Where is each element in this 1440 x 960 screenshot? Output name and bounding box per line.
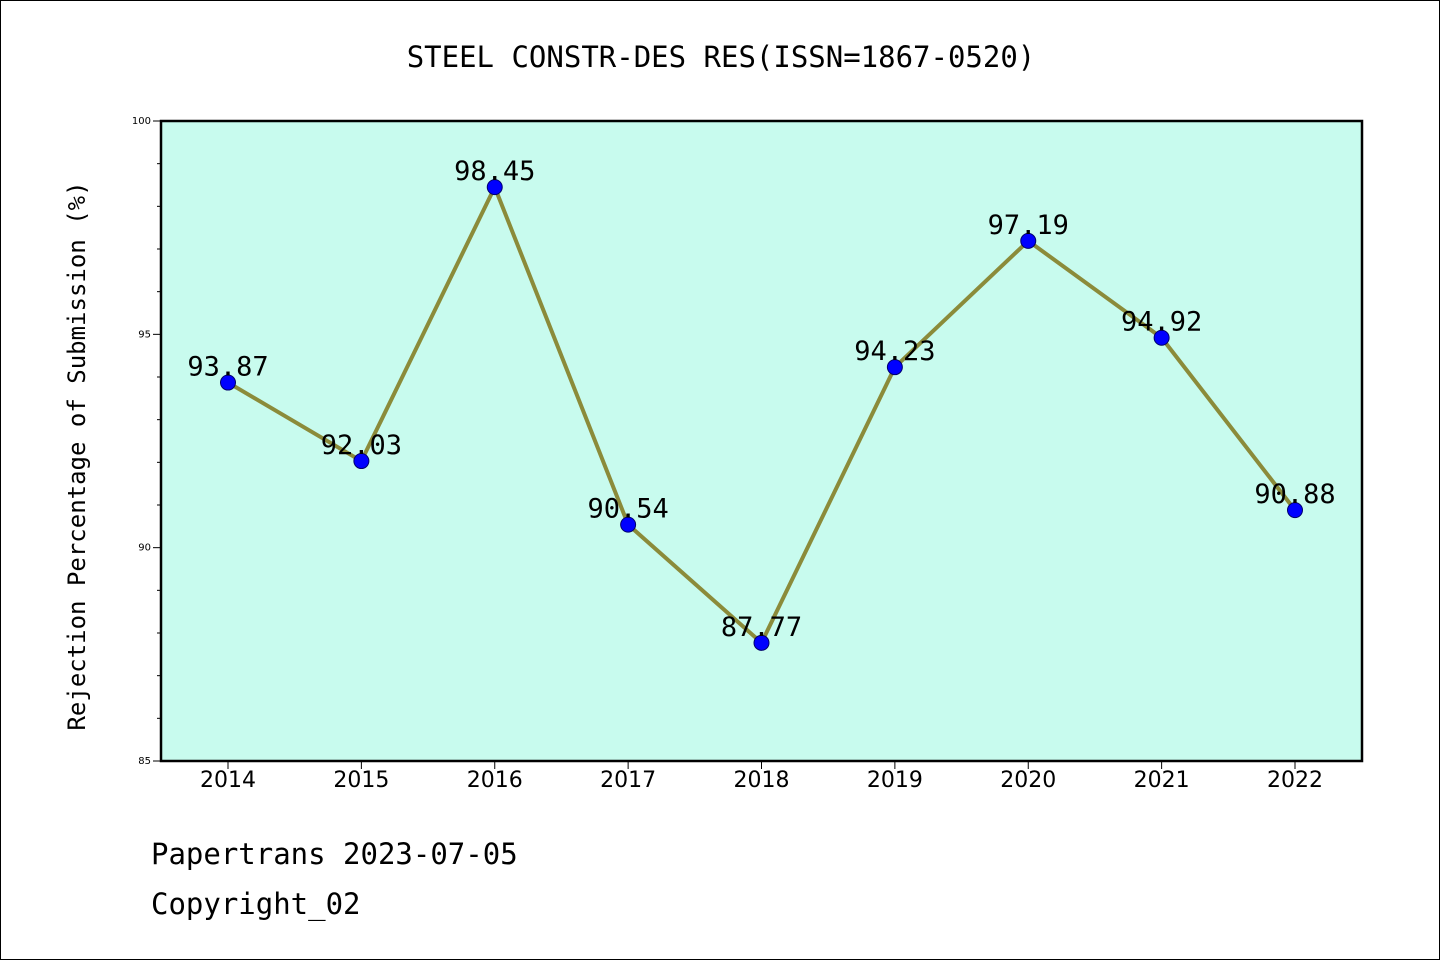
x-tick-label: 2015: [333, 768, 389, 793]
x-tick-label: 2022: [1267, 768, 1323, 793]
data-point: [353, 453, 370, 470]
x-tick-label: 2016: [467, 768, 523, 793]
data-label: 94.92: [1121, 307, 1202, 338]
x-tick-label: 2021: [1134, 768, 1190, 793]
data-label: 90.88: [1254, 479, 1335, 510]
x-tick-label: 2014: [200, 768, 256, 793]
plot-area: [161, 121, 1362, 761]
data-point: [620, 516, 637, 533]
y-tick-label: 95: [138, 329, 151, 340]
data-label: 97.19: [988, 210, 1069, 241]
data-point: [220, 374, 236, 391]
y-tick-label: 90: [138, 543, 151, 554]
data-label: 93.87: [187, 352, 268, 383]
data-label: 90.54: [587, 494, 668, 525]
x-tick-label: 2020: [1000, 768, 1056, 793]
footer-date: Papertrans 2023-07-05: [151, 837, 518, 871]
chart-title: STEEL CONSTR-DES RES(ISSN=1867-0520): [407, 40, 1036, 74]
data-label: 98.45: [454, 156, 535, 187]
data-label: 87.77: [721, 612, 802, 643]
data-point: [753, 634, 770, 651]
y-tick-label: 85: [138, 756, 151, 767]
data-label: 92.03: [321, 430, 402, 461]
data-point: [1287, 502, 1303, 519]
x-tick-label: 2017: [600, 768, 656, 793]
data-point: [1020, 232, 1037, 249]
x-tick-label: 2019: [867, 768, 923, 793]
footer-copyright: Copyright_02: [151, 887, 361, 921]
y-tick-label: 100: [132, 116, 151, 127]
data-label: 94.23: [854, 336, 935, 367]
data-point: [1153, 329, 1170, 346]
x-tick-label: 2018: [734, 768, 790, 793]
data-point: [486, 179, 503, 196]
plot-border: [159, 119, 1364, 763]
data-point: [886, 359, 903, 376]
y-axis-label: Rejection Percentage of Submission (%): [63, 181, 91, 730]
